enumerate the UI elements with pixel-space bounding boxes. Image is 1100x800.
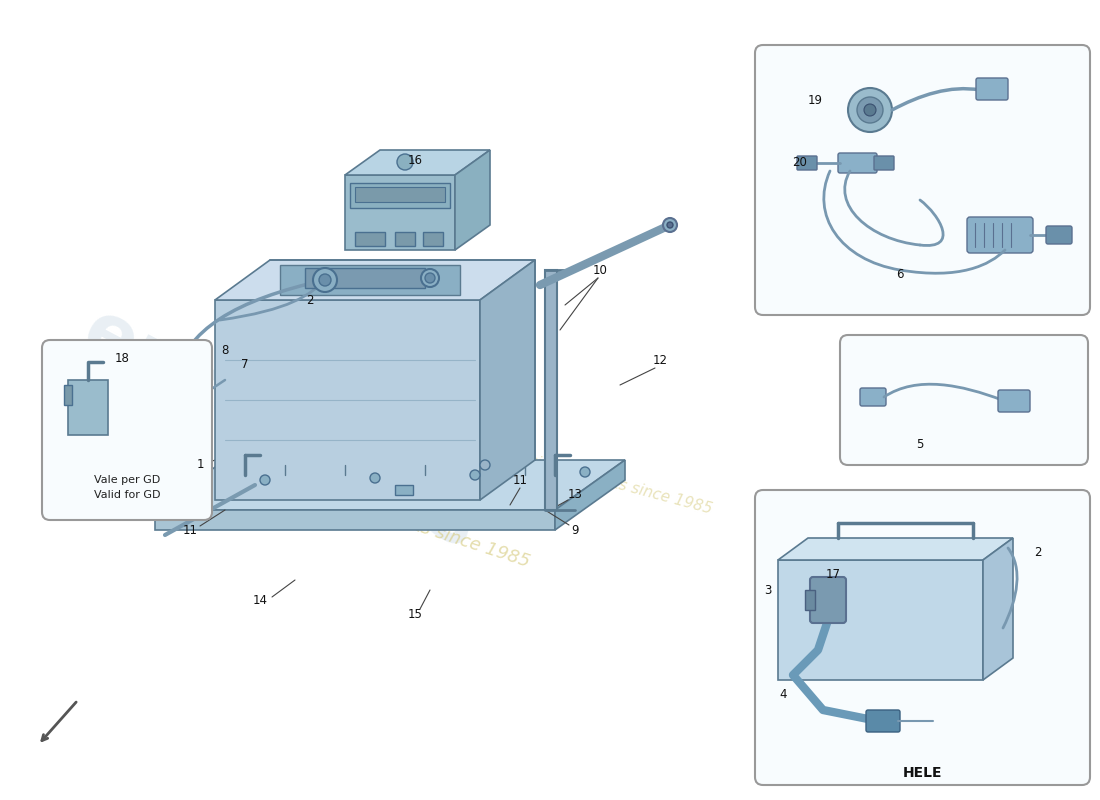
Text: europares: europares [69, 294, 491, 566]
Text: 12: 12 [652, 354, 668, 366]
FancyBboxPatch shape [64, 385, 72, 405]
Polygon shape [983, 538, 1013, 680]
FancyBboxPatch shape [838, 153, 877, 173]
FancyBboxPatch shape [395, 232, 415, 246]
Circle shape [848, 88, 892, 132]
FancyBboxPatch shape [874, 156, 894, 170]
FancyBboxPatch shape [350, 183, 450, 208]
Text: 6: 6 [896, 269, 904, 282]
Text: 11: 11 [183, 523, 198, 537]
Polygon shape [280, 265, 460, 295]
Text: 20: 20 [793, 157, 807, 170]
Polygon shape [778, 538, 1013, 560]
FancyBboxPatch shape [355, 232, 385, 246]
FancyBboxPatch shape [755, 490, 1090, 785]
FancyBboxPatch shape [840, 335, 1088, 465]
Polygon shape [155, 460, 625, 510]
Text: 9: 9 [571, 523, 579, 537]
FancyBboxPatch shape [998, 390, 1030, 412]
Text: Valid for GD: Valid for GD [94, 490, 161, 500]
FancyBboxPatch shape [42, 340, 212, 520]
Polygon shape [778, 560, 983, 680]
Text: 14: 14 [253, 594, 267, 606]
Text: 7: 7 [241, 358, 249, 371]
Circle shape [470, 470, 480, 480]
Circle shape [260, 475, 270, 485]
FancyBboxPatch shape [810, 577, 846, 623]
FancyBboxPatch shape [68, 380, 108, 435]
Text: HELE: HELE [903, 766, 943, 780]
Text: 8: 8 [221, 343, 229, 357]
FancyBboxPatch shape [1046, 226, 1072, 244]
Text: 4: 4 [779, 689, 786, 702]
Text: a passion for parts since 1985: a passion for parts since 1985 [268, 470, 532, 570]
FancyBboxPatch shape [967, 217, 1033, 253]
FancyBboxPatch shape [805, 590, 815, 610]
Text: 18: 18 [114, 351, 130, 365]
Circle shape [370, 473, 379, 483]
Text: 10: 10 [593, 263, 607, 277]
Circle shape [421, 269, 439, 287]
Text: 2: 2 [1034, 546, 1042, 559]
Circle shape [857, 97, 883, 123]
FancyBboxPatch shape [395, 485, 412, 495]
Circle shape [667, 222, 673, 228]
Text: 11: 11 [513, 474, 528, 486]
Text: 5: 5 [916, 438, 924, 451]
Polygon shape [556, 460, 625, 530]
Text: Vale per GD: Vale per GD [94, 475, 161, 485]
Circle shape [864, 104, 876, 116]
Polygon shape [345, 175, 455, 250]
Text: 15: 15 [408, 609, 422, 622]
FancyBboxPatch shape [424, 232, 443, 246]
FancyBboxPatch shape [976, 78, 1008, 100]
Polygon shape [345, 150, 490, 175]
Text: 16: 16 [407, 154, 422, 166]
Polygon shape [480, 260, 535, 500]
FancyBboxPatch shape [798, 156, 817, 170]
Circle shape [663, 218, 676, 232]
Polygon shape [155, 510, 556, 530]
Polygon shape [214, 300, 480, 500]
Circle shape [319, 274, 331, 286]
Text: a passion for parts since 1985: a passion for parts since 1985 [486, 443, 714, 517]
Polygon shape [214, 260, 535, 300]
Circle shape [314, 268, 337, 292]
Polygon shape [544, 270, 557, 510]
FancyBboxPatch shape [355, 187, 446, 202]
Circle shape [580, 467, 590, 477]
Text: 17: 17 [825, 569, 840, 582]
FancyBboxPatch shape [860, 388, 886, 406]
Polygon shape [455, 150, 490, 250]
Text: 19: 19 [807, 94, 823, 106]
Text: 1: 1 [196, 458, 204, 471]
Circle shape [480, 460, 490, 470]
Circle shape [397, 154, 412, 170]
FancyBboxPatch shape [866, 710, 900, 732]
Circle shape [425, 273, 435, 283]
FancyBboxPatch shape [305, 268, 425, 288]
Text: 3: 3 [764, 583, 772, 597]
Text: 13: 13 [568, 489, 582, 502]
Text: 2: 2 [306, 294, 313, 306]
FancyBboxPatch shape [755, 45, 1090, 315]
